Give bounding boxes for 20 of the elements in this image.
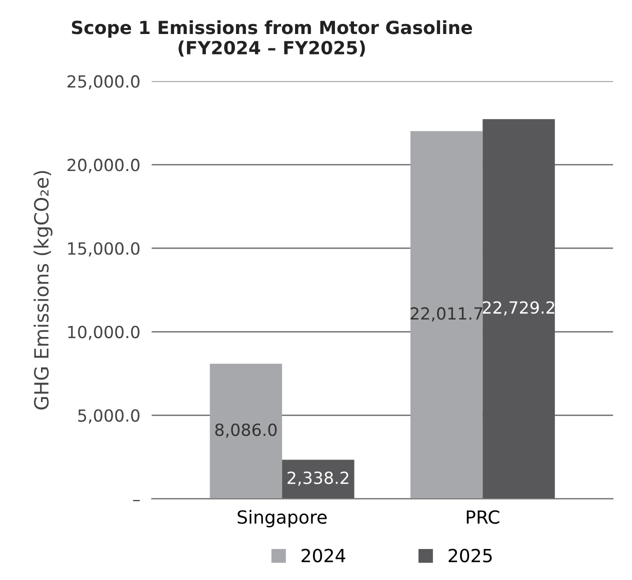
y-tick-label: 15,000.0	[68, 242, 140, 257]
y-tick-label: –	[133, 500, 140, 502]
data-label: 22,729.2	[482, 301, 554, 316]
data-label: 8,086.0	[215, 423, 277, 438]
bar	[410, 131, 483, 499]
y-tick-label: 5,000.0	[78, 409, 140, 424]
x-tick-label: PRC	[466, 510, 500, 524]
data-label: 2,338.2	[288, 472, 348, 486]
bar	[210, 364, 282, 499]
y-axis-title: GHG Emissions (kgCO₂e)	[34, 171, 52, 410]
x-tick-label: Singapore	[238, 510, 327, 528]
legend-label: 2025	[448, 548, 492, 562]
y-tick-label: 10,000.0	[68, 326, 140, 340]
bar	[482, 119, 555, 499]
y-tick-label: 25,000.0	[68, 75, 140, 90]
legend-label: 2024	[302, 548, 346, 562]
y-tick-label: 20,000.0	[68, 158, 140, 173]
bar	[282, 460, 354, 499]
chart-title: Scope 1 Emissions from Motor Gasoline (FY2024 – FY2025)	[72, 20, 472, 57]
data-label: 22,011.7	[410, 307, 482, 322]
